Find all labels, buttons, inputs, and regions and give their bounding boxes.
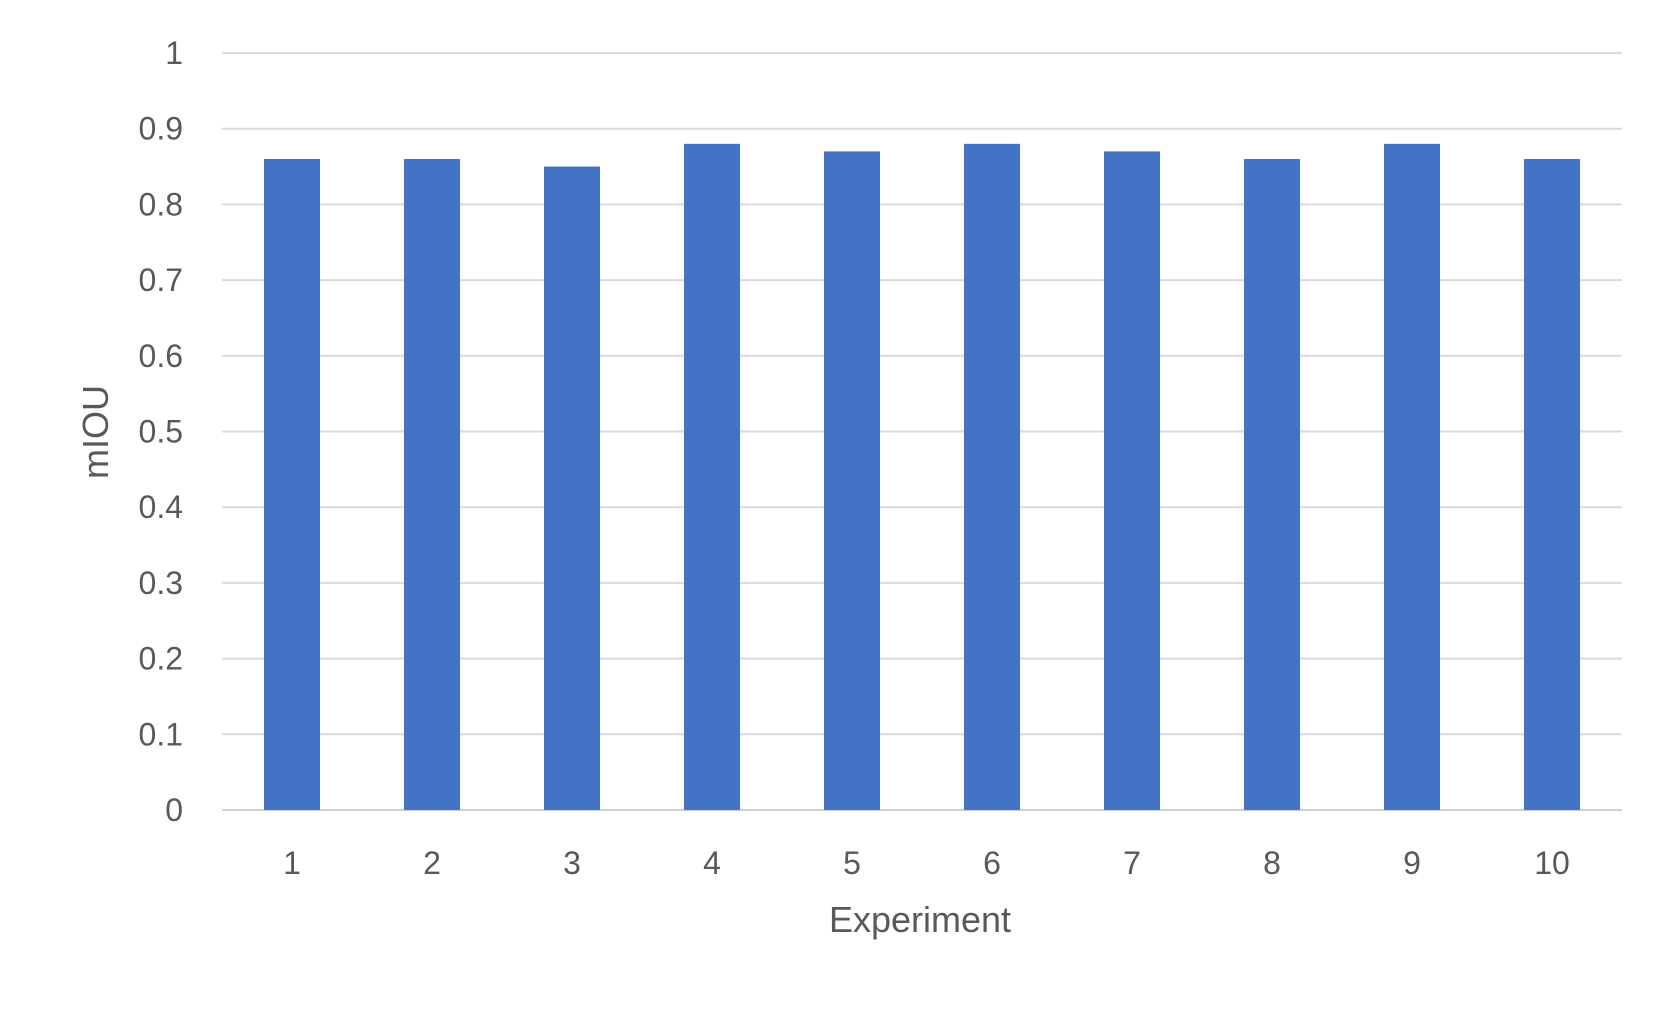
y-tick-label: 0.7 bbox=[139, 262, 183, 298]
bar bbox=[544, 166, 600, 811]
x-tick-label: 4 bbox=[703, 845, 721, 881]
bar bbox=[404, 158, 460, 811]
x-axis-title: Experiment bbox=[829, 899, 1011, 940]
x-tick-label: 10 bbox=[1534, 845, 1570, 881]
y-tick-label: 0.5 bbox=[139, 414, 183, 450]
bars bbox=[264, 143, 1580, 811]
y-tick-label: 0 bbox=[165, 792, 183, 828]
y-tick-label: 1 bbox=[165, 35, 183, 71]
bar bbox=[264, 158, 320, 811]
x-tick-label: 6 bbox=[983, 845, 1001, 881]
x-tick-label: 9 bbox=[1403, 845, 1421, 881]
y-tick-label: 0.9 bbox=[139, 111, 183, 147]
y-tick-label: 0.4 bbox=[139, 489, 183, 525]
x-tick-label: 2 bbox=[423, 845, 441, 881]
x-tick-label: 1 bbox=[283, 845, 301, 881]
y-tick-label: 0.8 bbox=[139, 186, 183, 222]
y-axis-title: mIOU bbox=[75, 385, 116, 479]
bar bbox=[1384, 143, 1440, 811]
y-tick-labels: 0 0.1 0.2 0.3 0.4 0.5 0.6 0.7 0.8 0.9 1 bbox=[139, 35, 183, 828]
y-tick-label: 0.1 bbox=[139, 716, 183, 752]
x-tick-label: 8 bbox=[1263, 845, 1281, 881]
bar bbox=[1524, 158, 1580, 811]
x-tick-label: 7 bbox=[1123, 845, 1141, 881]
bar bbox=[824, 151, 880, 810]
x-tick-label: 3 bbox=[563, 845, 581, 881]
x-tick-label: 5 bbox=[843, 845, 861, 881]
y-tick-label: 0.2 bbox=[139, 641, 183, 677]
bar bbox=[1104, 151, 1160, 810]
bar bbox=[964, 143, 1020, 811]
y-tick-label: 0.6 bbox=[139, 338, 183, 374]
y-tick-label: 0.3 bbox=[139, 565, 183, 601]
bar bbox=[1244, 158, 1300, 811]
bar bbox=[684, 143, 740, 811]
x-tick-labels: 1 2 3 4 5 6 7 8 9 10 bbox=[283, 845, 1570, 881]
